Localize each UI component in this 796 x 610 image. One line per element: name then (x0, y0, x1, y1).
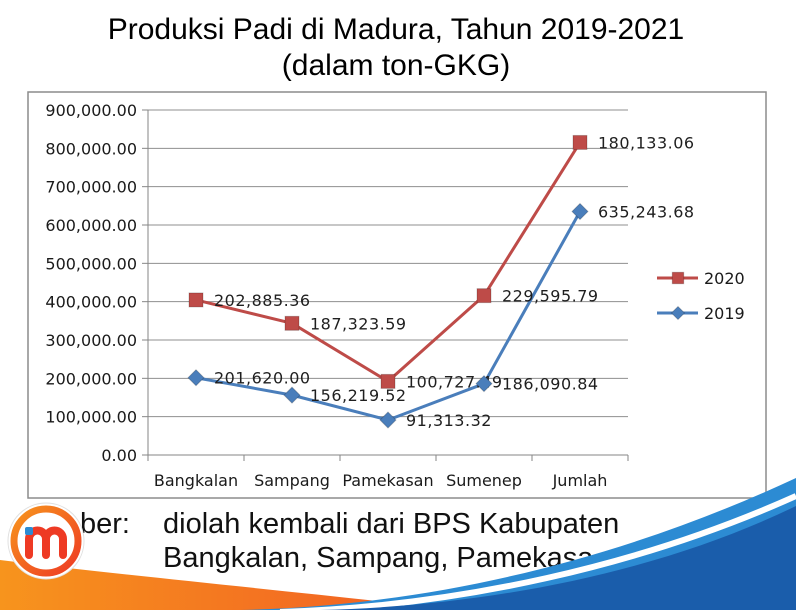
legend-marker (671, 271, 685, 285)
marker-2020 (380, 373, 396, 389)
y-tick-label: 400,000.00 (45, 293, 137, 312)
chart-title: Produksi Padi di Madura, Tahun 2019-2021 (108, 13, 685, 46)
axes (142, 109, 629, 461)
dark-blue-wave (320, 506, 796, 610)
data-label: 91,313.32 (406, 411, 492, 430)
bottom-wave-decoration (0, 478, 796, 610)
marker-2020 (572, 134, 588, 150)
y-tick-label: 0.00 (101, 446, 137, 465)
source-label: ber: (80, 508, 130, 540)
y-tick-labels: 0.00 100,000.00 200,000.00 300,000.00 400,00… (45, 101, 137, 465)
x-tick-label: Jumlah (552, 471, 608, 490)
data-label: 201,620.00 (214, 369, 311, 388)
source-line-2: Bangkalan, Sampang, Pamekasa (163, 542, 594, 574)
orange-wave (0, 560, 460, 610)
chart-frame (27, 91, 767, 499)
chart-subtitle: (dalam ton-GKG) (282, 49, 510, 82)
y-tick-label: 500,000.00 (45, 254, 137, 273)
logo-blue-accent (25, 527, 33, 535)
data-label: 202,885.36 (214, 291, 311, 310)
legend: 2020 2019 (657, 269, 745, 323)
marker-2020 (476, 288, 492, 304)
marker-2020 (188, 292, 204, 308)
y-tick-label: 300,000.00 (45, 331, 137, 350)
x-tick-label: Sampang (254, 471, 330, 490)
legend-label: 2019 (704, 304, 745, 323)
data-label: 635,243.68 (598, 202, 695, 221)
marker-2019 (379, 411, 397, 429)
data-label: 187,323.59 (310, 314, 407, 333)
y-tick-label: 700,000.00 (45, 178, 137, 197)
y-tick-label: 600,000.00 (45, 216, 137, 235)
legend-marker (670, 305, 686, 321)
data-label: 186,090.84 (502, 375, 599, 394)
logo-ring (10, 505, 82, 577)
source-note: ber: diolah kembali dari BPS Kabupaten B… (80, 508, 619, 574)
data-label: 100,727.49 (406, 372, 503, 391)
data-label: 229,595.79 (502, 287, 599, 306)
legend-item-2020: 2020 (657, 269, 745, 288)
y-tick-label: 800,000.00 (45, 139, 137, 158)
legend-label: 2020 (704, 269, 745, 288)
y-tick-label: 900,000.00 (45, 101, 137, 120)
x-tick-labels: Bangkalan Sampang Pamekasan Sumenep Jumlah (154, 471, 608, 490)
marker-2019 (475, 374, 493, 393)
legend-item-2019: 2019 (657, 304, 745, 323)
x-tick-label: Bangkalan (154, 471, 238, 490)
x-tick-label: Sumenep (446, 471, 522, 490)
gridlines (148, 109, 628, 418)
white-wave-stripe (279, 493, 796, 610)
m-logo-icon (7, 502, 85, 580)
source-line-1: diolah kembali dari BPS Kabupaten (163, 508, 619, 540)
data-label: 156,219.52 (310, 386, 407, 405)
marker-2019 (283, 386, 301, 404)
x-tick-label: Pamekasan (342, 471, 433, 490)
y-tick-label: 100,000.00 (45, 408, 137, 427)
logo-m-letter (25, 526, 67, 559)
series-markers (187, 134, 589, 429)
marker-2019 (571, 202, 589, 221)
marker-2020 (284, 315, 300, 331)
data-label: 180,133.06 (598, 133, 695, 152)
y-tick-label: 200,000.00 (45, 369, 137, 388)
marker-2019 (187, 369, 205, 387)
